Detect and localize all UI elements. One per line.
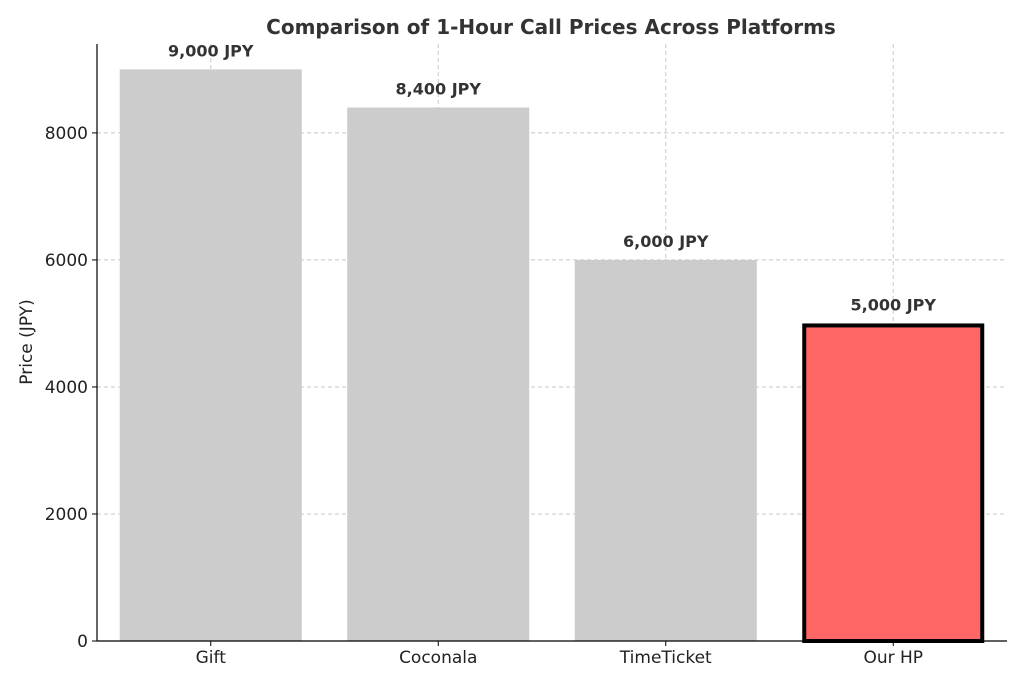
x-tick-label: TimeTicket	[619, 648, 712, 668]
bar-gift	[119, 69, 302, 642]
bar-value-label: 9,000 JPY	[168, 41, 254, 60]
x-tick-label: Coconala	[399, 648, 477, 668]
y-tick-label: 6000	[45, 251, 88, 271]
axes	[96, 44, 1007, 642]
bar-value-label: 5,000 JPY	[851, 295, 937, 314]
bars	[119, 69, 985, 643]
y-tick-label: 8000	[45, 124, 88, 144]
x-tick-label: Gift	[196, 648, 227, 668]
bar-value-label: 6,000 JPY	[623, 232, 709, 251]
tick-labels: 0 2000 4000 6000 8000 Gift Coconala TimeTicket O…	[45, 124, 923, 668]
bar-coconala	[347, 107, 530, 642]
bar-timeticket	[574, 259, 757, 641]
data-labels: 9,000 JPY 8,400 JPY 6,000 JPY 5,000 JPY	[168, 41, 936, 314]
bar-our-hp	[802, 323, 985, 643]
chart-title: Comparison of 1-Hour Call Prices Across …	[266, 15, 836, 39]
x-tick-label: Our HP	[863, 648, 923, 668]
y-tick-label: 0	[77, 632, 88, 652]
bar-value-label: 8,400 JPY	[396, 80, 482, 99]
y-tick-label: 2000	[45, 505, 88, 525]
y-tick-label: 4000	[45, 378, 88, 398]
y-axis-label: Price (JPY)	[17, 299, 37, 384]
